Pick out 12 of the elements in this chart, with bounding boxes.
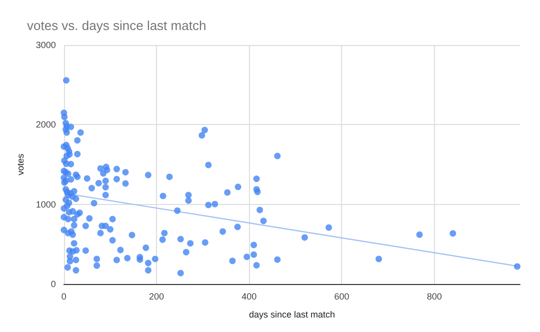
y-tick-label: 3000 [36, 40, 56, 50]
x-tick-label: 0 [61, 292, 66, 302]
y-tick-label: 1000 [36, 199, 56, 210]
chart-title: votes vs. days since last match [27, 18, 206, 33]
x-tick-label: 200 [149, 292, 164, 302]
y-axis-title: votes [16, 153, 26, 176]
x-tick-label: 600 [334, 292, 350, 302]
x-axis-title: days since last match [248, 310, 335, 320]
y-tick-label: 0 [50, 279, 56, 289]
x-tick-label: 400 [242, 292, 257, 302]
y-tick-label: 2000 [36, 120, 56, 130]
x-tick-label: 800 [426, 292, 442, 302]
